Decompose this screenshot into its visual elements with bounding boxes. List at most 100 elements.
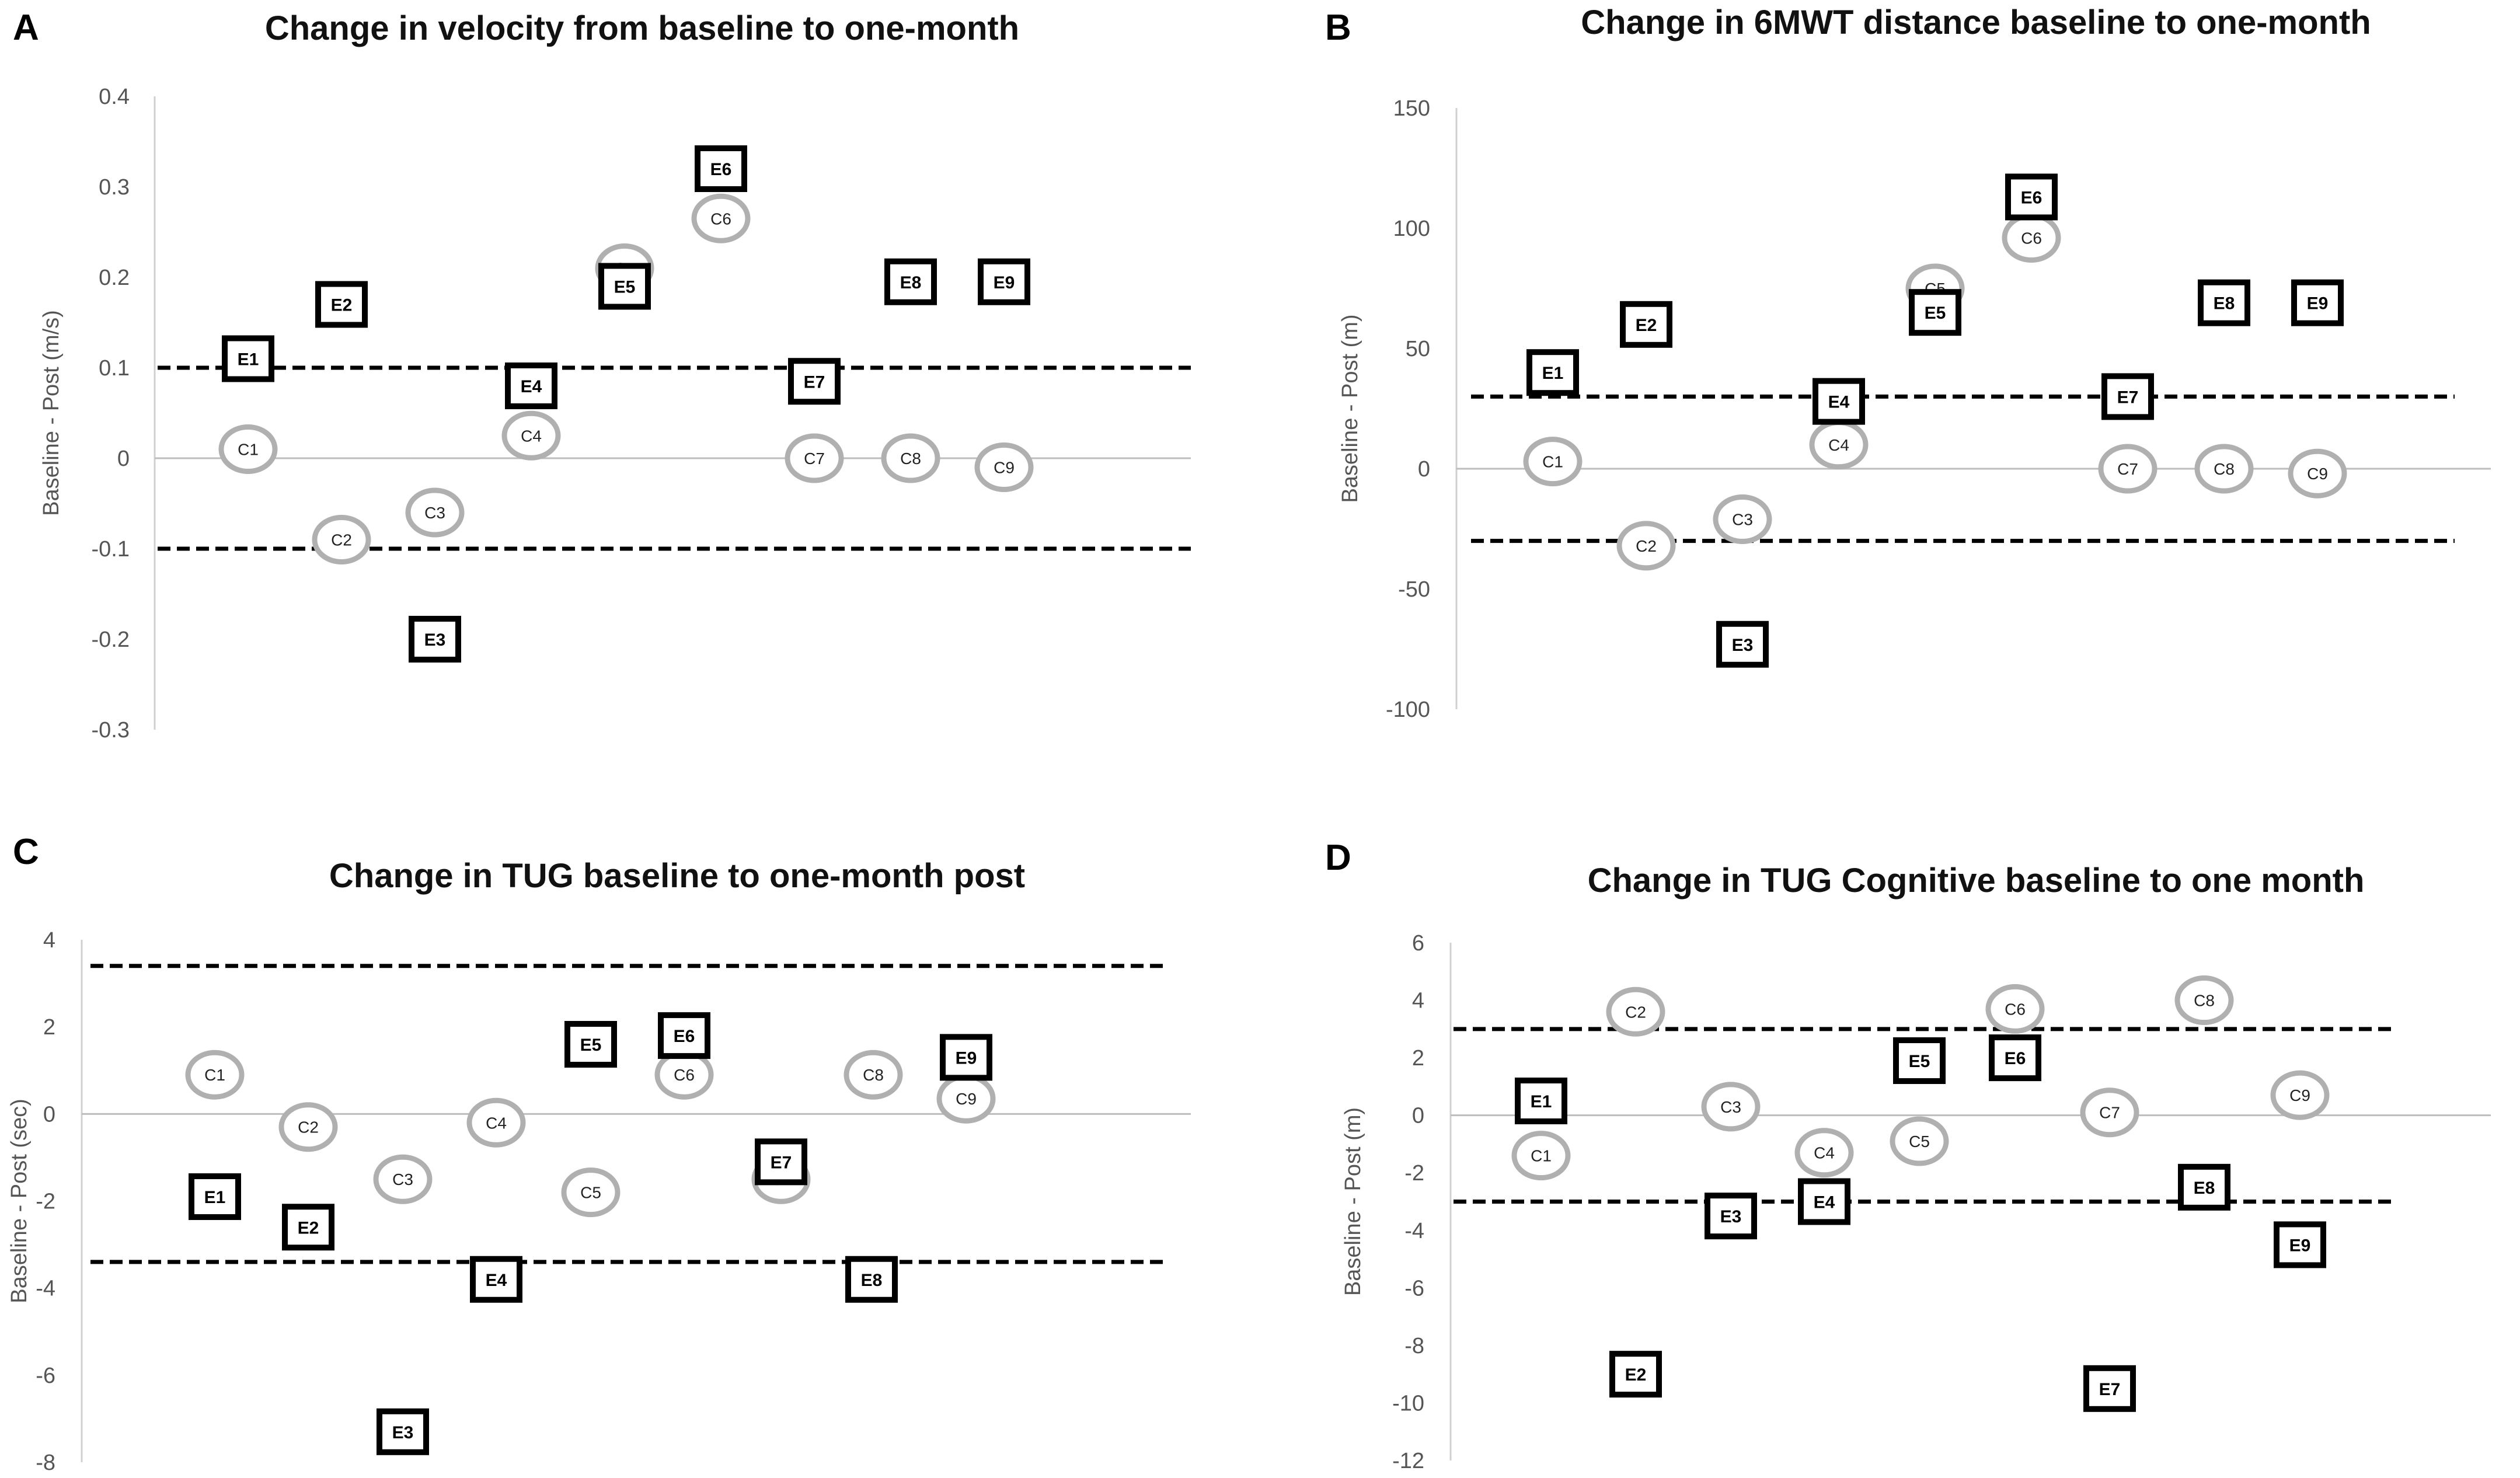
control-point-marker: C6 <box>654 1050 714 1100</box>
control-point-label: C2 <box>1625 1003 1646 1021</box>
experimental-point-label: E4 <box>521 377 542 396</box>
y-axis-label: Baseline - Post (sec) <box>7 1099 32 1303</box>
experimental-point-marker: E2 <box>282 1204 334 1251</box>
experimental-point-box <box>2198 279 2250 326</box>
experimental-point-label: E8 <box>861 1271 883 1290</box>
control-point-marker: C4 <box>501 410 561 461</box>
experimental-point-box <box>2178 1163 2230 1211</box>
experimental-point-box <box>884 258 937 305</box>
control-point-ellipse <box>561 1167 621 1218</box>
control-point-marker: C3 <box>1701 1082 1761 1132</box>
y-tick-label: -0.3 <box>92 718 130 743</box>
control-point-ellipse <box>691 193 751 243</box>
experimental-point-label: E5 <box>580 1036 602 1055</box>
control-point-marker: C4 <box>1809 420 1869 470</box>
experimental-point-marker: E2 <box>315 281 368 328</box>
control-point-marker: C3 <box>373 1154 433 1204</box>
experimental-point-box <box>1620 301 1672 348</box>
y-tick-label: -12 <box>1392 1449 1424 1473</box>
experimental-point-label: E1 <box>1542 364 1564 383</box>
experimental-point-box <box>222 335 274 382</box>
experimental-point-box <box>2274 1221 2326 1268</box>
control-point-marker: C1 <box>218 424 278 474</box>
experimental-point-marker: E6 <box>1989 1034 2041 1082</box>
experimental-point-marker: E5 <box>1893 1037 1946 1085</box>
control-point-marker: C9 <box>936 1073 996 1124</box>
panel-letter: A <box>13 8 39 48</box>
control-point-ellipse <box>1606 987 1665 1037</box>
control-point-label: C1 <box>204 1066 225 1084</box>
experimental-point-label: E2 <box>298 1218 319 1238</box>
experimental-point-label: E1 <box>238 350 259 370</box>
experimental-point-label: E6 <box>2021 188 2043 207</box>
experimental-point-marker: E6 <box>2005 173 2058 221</box>
control-point-label: C2 <box>331 531 352 549</box>
control-point-marker: C2 <box>278 1102 338 1152</box>
experimental-point-marker: E7 <box>2083 1365 2136 1412</box>
control-point-ellipse <box>312 515 371 564</box>
control-point-label: C7 <box>804 449 825 468</box>
y-axis-label: Baseline - Post (m) <box>1338 314 1362 503</box>
chart-panel-b: B Change in 6MWT distance baseline to one… <box>1325 4 2491 722</box>
control-point-marker: C2 <box>1606 987 1665 1037</box>
control-point-ellipse <box>2080 1087 2139 1138</box>
y-tick-label: -2 <box>1404 1161 1424 1186</box>
y-tick-label: -4 <box>36 1277 55 1301</box>
control-point-marker: C4 <box>466 1097 526 1148</box>
control-point-label: C1 <box>238 441 259 459</box>
experimental-point-box <box>409 616 461 663</box>
control-point-label: C5 <box>1909 1132 1930 1151</box>
control-point-ellipse <box>2098 444 2157 494</box>
experimental-point-marker: E9 <box>978 258 1030 305</box>
experimental-point-marker: E1 <box>189 1173 241 1221</box>
control-point-label: C5 <box>580 1184 601 1202</box>
control-point-label: C2 <box>298 1118 319 1137</box>
control-point-ellipse <box>1713 494 1772 545</box>
control-point-ellipse <box>881 433 940 483</box>
experimental-point-box <box>658 1012 710 1059</box>
experimental-point-marker: E9 <box>2291 279 2344 326</box>
y-tick-label: -6 <box>1404 1276 1424 1301</box>
experimental-point-label: E3 <box>392 1423 414 1442</box>
experimental-point-label: E6 <box>2005 1049 2026 1068</box>
control-point-label: C3 <box>1732 511 1753 529</box>
experimental-point-label: E5 <box>1909 1052 1930 1071</box>
control-point-label: C8 <box>863 1066 884 1084</box>
experimental-point-label: E4 <box>486 1271 507 1290</box>
control-point-marker: C4 <box>1794 1128 1854 1178</box>
experimental-point-marker: E5 <box>598 263 651 310</box>
y-tick-label: 0.2 <box>99 266 130 290</box>
control-point-label: C4 <box>1814 1144 1835 1162</box>
experimental-point-box <box>788 358 841 405</box>
control-point-label: C9 <box>2289 1086 2310 1104</box>
control-point-ellipse <box>2288 448 2347 499</box>
experimental-point-marker: E6 <box>695 145 747 192</box>
control-point-label: C7 <box>2117 460 2138 478</box>
control-point-marker: C5 <box>561 1167 621 1218</box>
control-point-ellipse <box>405 487 465 538</box>
y-tick-label: 50 <box>1406 337 1430 361</box>
experimental-point-label: E1 <box>1531 1092 1552 1111</box>
y-tick-label: -100 <box>1386 698 1430 722</box>
control-point-marker: C6 <box>691 193 751 243</box>
experimental-point-box <box>598 263 651 310</box>
experimental-point-label: E4 <box>1814 1193 1835 1212</box>
control-point-ellipse <box>2194 444 2254 494</box>
experimental-point-box <box>1798 1178 1850 1225</box>
control-point-label: C3 <box>424 504 445 522</box>
experimental-point-label: E4 <box>1828 393 1850 412</box>
experimental-point-marker: E1 <box>222 335 274 382</box>
experimental-point-label: E9 <box>956 1048 977 1068</box>
experimental-point-marker: E4 <box>470 1256 522 1303</box>
experimental-point-marker: E7 <box>755 1138 807 1186</box>
control-point-marker: C7 <box>2098 444 2157 494</box>
experimental-point-label: E3 <box>424 630 446 650</box>
experimental-point-marker: E7 <box>2101 373 2154 420</box>
experimental-point-box <box>282 1204 334 1251</box>
control-point-marker: C6 <box>1985 984 2045 1034</box>
y-axis-label: Baseline - Post (m) <box>1341 1107 1365 1296</box>
y-tick-label: 0 <box>117 447 130 471</box>
experimental-point-label: E9 <box>2289 1236 2311 1255</box>
experimental-point-box <box>1909 289 1961 336</box>
